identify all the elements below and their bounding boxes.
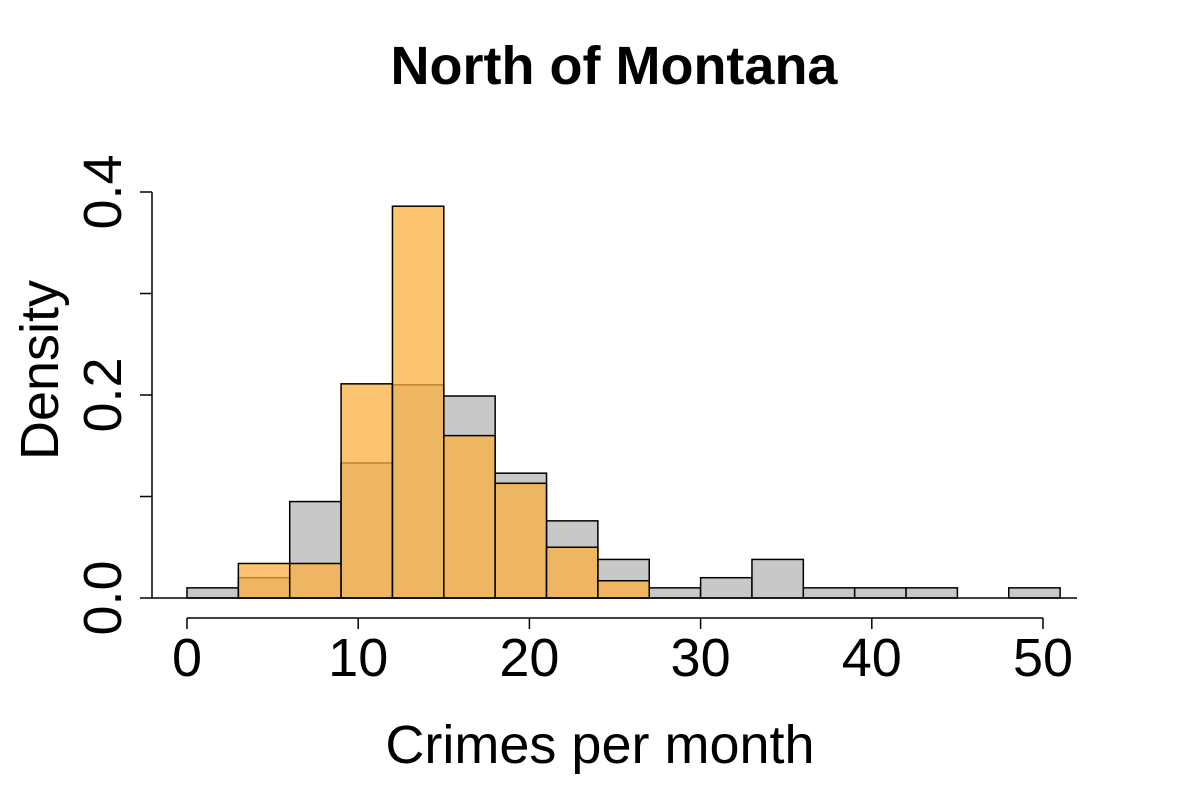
histogram-bar-series-1 bbox=[648, 587, 702, 599]
histogram-bar-series-2 bbox=[340, 383, 394, 599]
x-axis: 0 10 20 30 40 50 bbox=[172, 617, 1073, 688]
histogram-bar-series-2 bbox=[597, 579, 650, 599]
x-tick-label: 20 bbox=[499, 628, 559, 688]
histogram-bar-series-1 bbox=[905, 587, 959, 599]
y-axis: 0.0 0.2 0.4 bbox=[73, 154, 153, 636]
chart-title: North of Montana bbox=[391, 36, 839, 96]
x-tick-label: 10 bbox=[328, 628, 388, 688]
y-tick-label: 0.0 bbox=[73, 560, 133, 635]
x-tick-label: 30 bbox=[671, 628, 731, 688]
histogram-bar-series-2 bbox=[494, 482, 548, 599]
histogram-bar-series-2 bbox=[237, 562, 291, 599]
histogram-bar-series-2 bbox=[443, 434, 496, 599]
histogram-bar-series-2 bbox=[288, 562, 342, 599]
histogram-bar-series-1 bbox=[186, 587, 240, 599]
histogram-bar-series-1 bbox=[802, 587, 856, 599]
y-tick-label: 0.4 bbox=[73, 154, 133, 229]
histogram-bar-series-1 bbox=[853, 587, 907, 599]
x-axis-label: Crimes per month bbox=[385, 715, 814, 775]
histogram-bar-series-2 bbox=[545, 546, 599, 599]
x-tick-label: 40 bbox=[842, 628, 902, 688]
histogram-bar-series-2 bbox=[391, 205, 445, 599]
y-tick-label: 0.2 bbox=[73, 357, 133, 432]
x-tick-label: 50 bbox=[1013, 628, 1073, 688]
histogram-bar-series-1 bbox=[751, 558, 805, 599]
y-axis-label: Density bbox=[10, 280, 70, 460]
histogram-bar-series-1 bbox=[699, 576, 753, 599]
bars-group bbox=[152, 205, 1077, 599]
histogram-bar-series-1 bbox=[1008, 587, 1061, 599]
x-tick-label: 0 bbox=[172, 628, 202, 688]
